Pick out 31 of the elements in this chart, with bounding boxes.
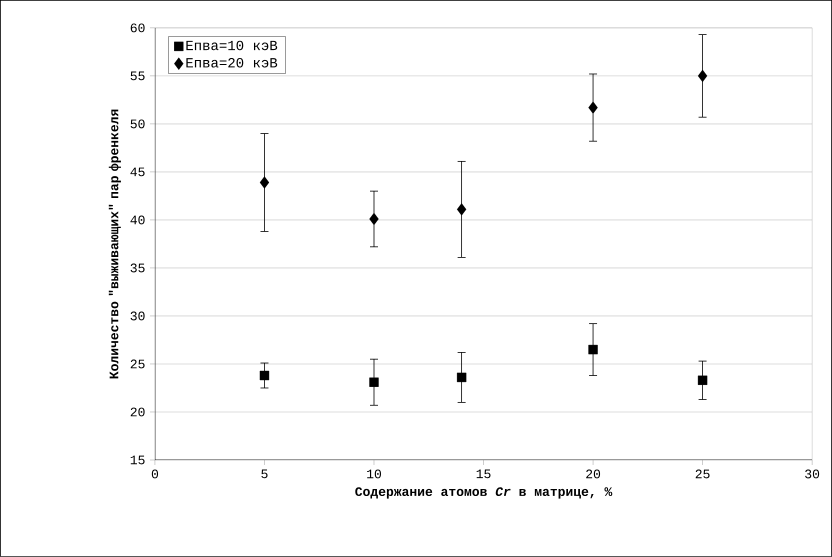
x-tick-label: 0: [152, 470, 158, 478]
y-tick-label: 25: [130, 360, 145, 368]
x-axis-title: Содержание атомов Cr в матрице, %: [355, 487, 612, 499]
point: [698, 70, 708, 82]
point: [369, 378, 379, 387]
x-tick-label: 30: [805, 470, 820, 478]
x-tick-label: 20: [586, 470, 600, 478]
y-tick-label: 55: [130, 72, 145, 80]
point: [588, 101, 598, 114]
x-tick-label: 5: [261, 470, 268, 478]
point: [260, 176, 270, 189]
y-tick-label: 40: [130, 216, 145, 224]
x-tick-label: 10: [367, 470, 381, 478]
point: [260, 370, 270, 380]
y-tick-label: 20: [130, 408, 145, 416]
y-tick-label: 15: [130, 456, 145, 464]
y-tick-label: 45: [130, 168, 145, 176]
legend-label: Епва=10 кэВ: [186, 40, 278, 50]
point: [456, 203, 466, 216]
point: [369, 212, 379, 226]
point: [698, 376, 708, 386]
point: [588, 344, 598, 354]
y-tick-label: 35: [130, 264, 145, 272]
point: [456, 372, 466, 382]
y-tick-label: 50: [130, 120, 145, 128]
x-tick-label: 15: [476, 470, 490, 478]
x-tick-label: 25: [696, 470, 710, 478]
y-tick-label: 30: [130, 312, 145, 320]
legend-label: Епва=20 кэВ: [186, 58, 278, 68]
y-tick-label: 60: [130, 24, 145, 32]
y-axis-title: Количество "выживающих" пар френкеля: [108, 110, 121, 378]
